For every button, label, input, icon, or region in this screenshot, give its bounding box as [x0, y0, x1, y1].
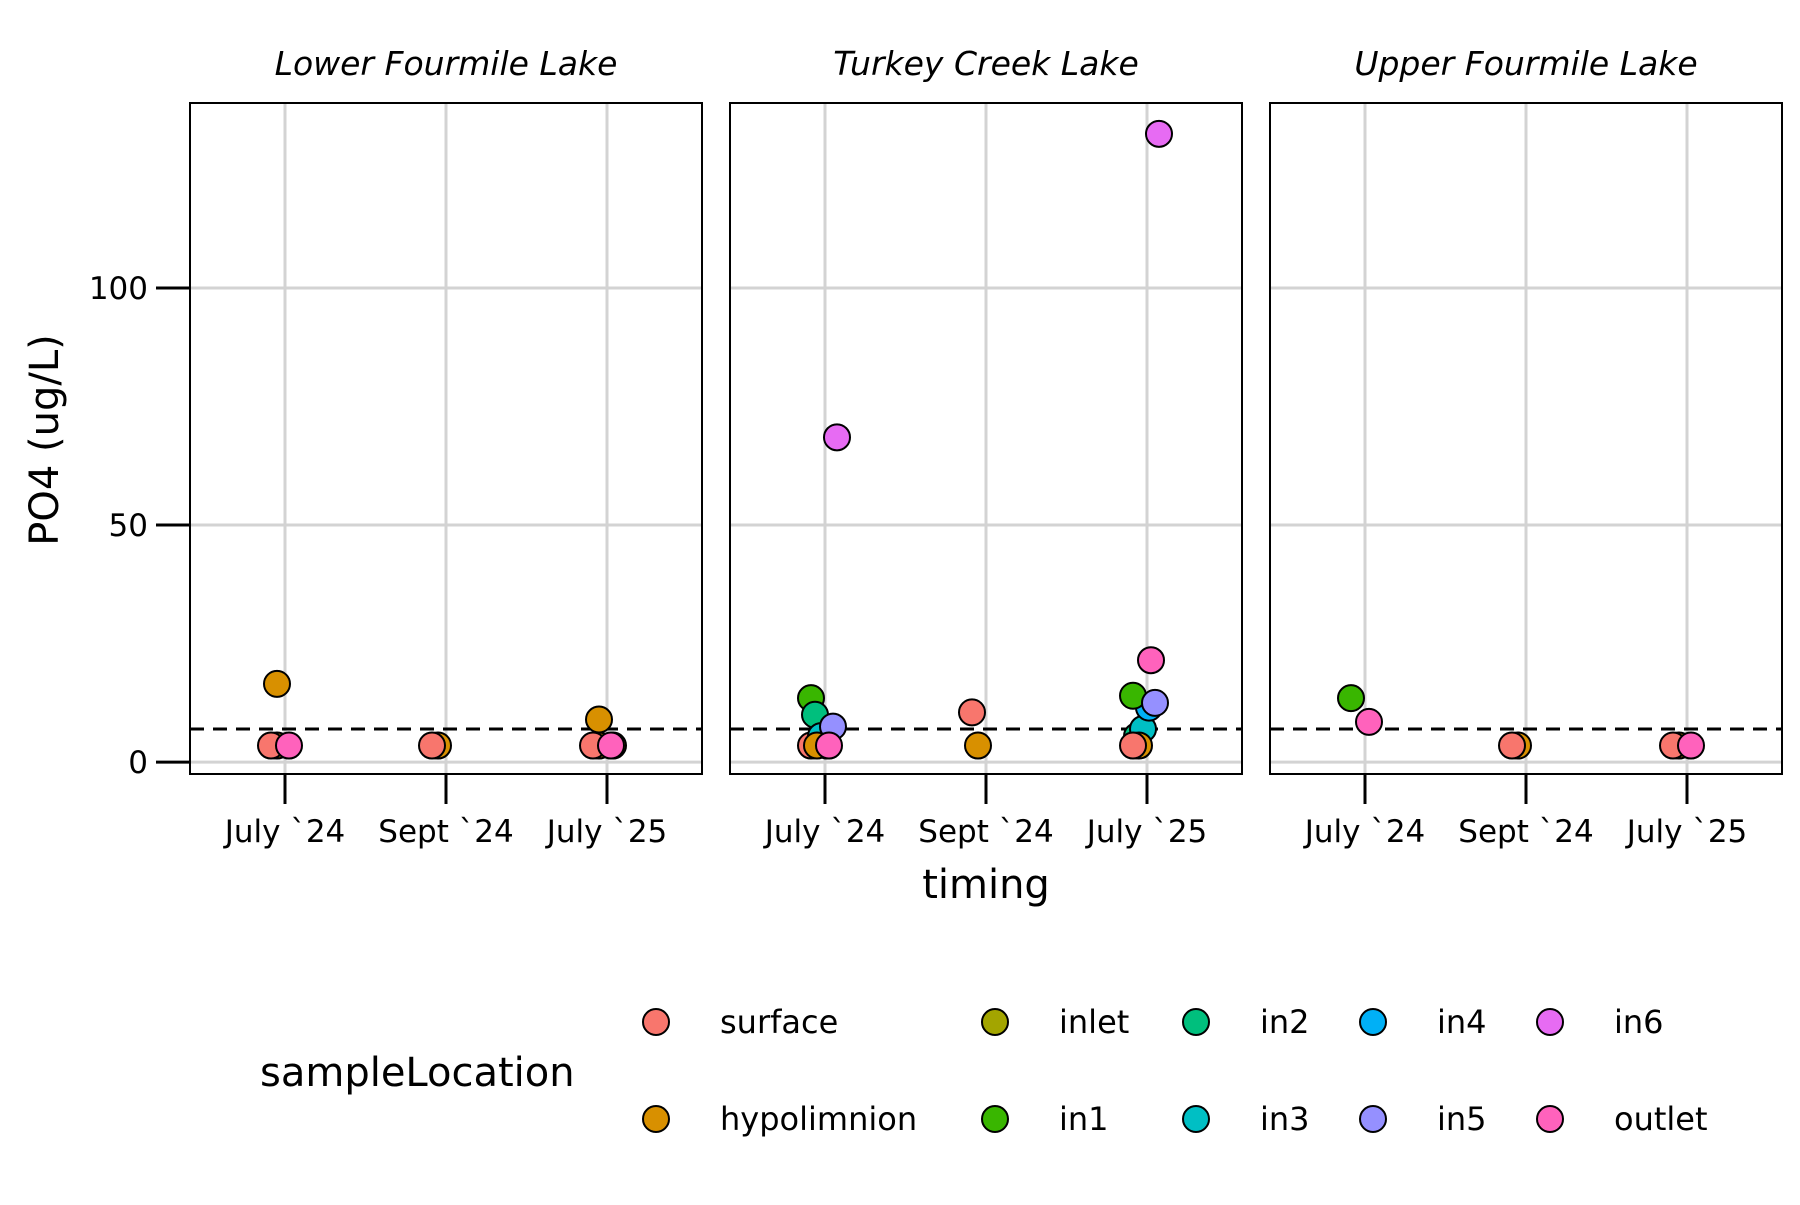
point-in5	[1141, 688, 1169, 717]
legend-key-outlet	[1536, 1105, 1564, 1133]
legend-item-in1: in1	[981, 1100, 1109, 1138]
legend-item-in6: in6	[1536, 1003, 1664, 1041]
x-tick-label: July `24	[223, 814, 346, 850]
legend-key-in2	[1182, 1008, 1210, 1036]
x-tick-label: July `24	[1303, 814, 1426, 850]
point-hypolimnion	[585, 705, 613, 734]
legend-item-in2: in2	[1182, 1003, 1310, 1041]
legend-key-in3	[1182, 1105, 1210, 1133]
legend-item-inlet: inlet	[981, 1003, 1129, 1041]
legend-key-inlet	[981, 1008, 1009, 1036]
x-tick-label: July `25	[545, 814, 668, 850]
point-hypolimnion	[263, 669, 291, 698]
legend-label: in5	[1437, 1100, 1487, 1138]
x-tick-label: July `24	[763, 814, 886, 850]
legend-label: inlet	[1059, 1003, 1129, 1041]
legend-item-outlet: outlet	[1536, 1100, 1708, 1138]
panel-turkey-creek-lake: Turkey Creek Lake July `24 Sept `24 July `2…	[729, 44, 1243, 850]
point-outlet	[597, 731, 625, 760]
legend-item-in3: in3	[1182, 1100, 1310, 1138]
legend-title: sampleLocation	[260, 1050, 575, 1096]
y-tick-label: 50	[109, 508, 148, 544]
legend-label: in1	[1059, 1100, 1109, 1138]
legend-item-in5: in5	[1359, 1100, 1487, 1138]
legend-key-in4	[1359, 1008, 1387, 1036]
legend-key-in6	[1536, 1008, 1564, 1036]
facet-panels: Lower Fourmile Lake July `24 Sept `24 July …	[189, 44, 1783, 850]
x-tick-label: Sept `24	[918, 814, 1053, 850]
legend-label: in4	[1437, 1003, 1487, 1041]
legend-key-in5	[1359, 1105, 1387, 1133]
point-surface	[1119, 731, 1147, 760]
point-in6	[823, 423, 851, 452]
y-axis: 0 50 100	[89, 271, 190, 781]
point-surface	[958, 698, 986, 727]
legend-key-hypolimnion	[642, 1105, 670, 1133]
point-outlet	[1137, 646, 1165, 675]
x-tick-label: Sept `24	[378, 814, 513, 850]
x-tick-label: July `25	[1625, 814, 1748, 850]
legend-label: outlet	[1614, 1100, 1708, 1138]
legend-label: in2	[1260, 1003, 1310, 1041]
y-tick-label: 100	[89, 271, 148, 307]
x-tick-label: July `25	[1085, 814, 1208, 850]
legend-label: hypolimnion	[720, 1100, 917, 1138]
point-in1	[1337, 684, 1365, 713]
y-axis-title: PO4 (ug/L)	[22, 334, 68, 545]
point-outlet	[815, 731, 843, 760]
legend-label: in3	[1260, 1100, 1310, 1138]
point-hypolimnion	[964, 731, 992, 760]
y-tick-label: 0	[128, 745, 148, 781]
panel-lower-fourmile-lake: Lower Fourmile Lake July `24 Sept `24 July …	[189, 44, 703, 850]
x-tick-label: Sept `24	[1458, 814, 1593, 850]
legend-label: in6	[1614, 1003, 1664, 1041]
legend-item-in4: in4	[1359, 1003, 1487, 1041]
point-in6	[1145, 119, 1173, 148]
point-outlet	[1677, 731, 1705, 760]
facet-title: Lower Fourmile Lake	[275, 44, 618, 83]
legend-entries: surface hypolimnion inlet in1 in2 in3 in4 in5 in…	[642, 1003, 1708, 1138]
legend-item-hypolimnion: hypolimnion	[642, 1100, 917, 1138]
facet-title: Turkey Creek Lake	[833, 44, 1139, 83]
panel-upper-fourmile-lake: Upper Fourmile Lake July `24 Sept `24 July …	[1269, 44, 1783, 850]
legend-key-in1	[981, 1105, 1009, 1133]
facet-title: Upper Fourmile Lake	[1354, 44, 1697, 83]
point-outlet	[275, 731, 303, 760]
legend-item-surface: surface	[642, 1003, 838, 1041]
legend: sampleLocation surface hypolimnion inlet in…	[260, 1003, 1708, 1138]
point-surface	[418, 731, 446, 760]
x-axis-title: timing	[922, 862, 1050, 908]
point-outlet	[1355, 707, 1383, 736]
point-surface	[1498, 731, 1526, 760]
legend-label: surface	[720, 1003, 838, 1041]
legend-key-surface	[642, 1008, 670, 1036]
